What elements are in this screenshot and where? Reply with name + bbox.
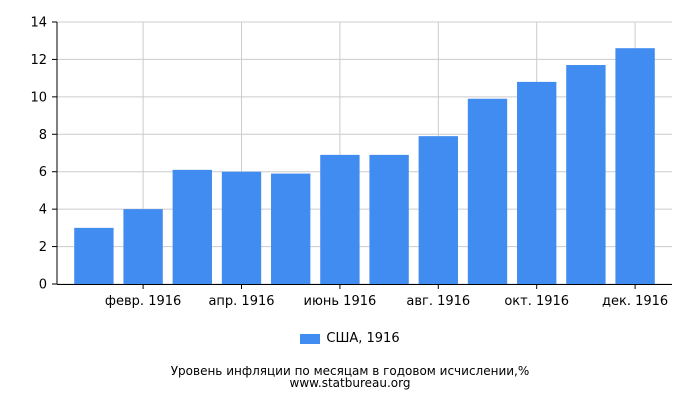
legend-swatch [300,333,321,344]
bar [221,171,262,284]
bar [418,136,458,284]
bar [517,81,557,284]
x-tick-label: авг. 1916 [406,294,470,309]
x-axis-ticks: февр. 1916 апр. 1916 июнь 1916 авг. 1916 окт… [105,284,668,309]
bar-series [74,48,655,285]
legend-label: США, 1916 [326,331,400,346]
bar [566,65,606,285]
y-tick-label: 2 [39,240,47,255]
bar [467,98,508,284]
y-tick-label: 12 [30,53,47,68]
bar [271,173,311,284]
y-tick-label: 10 [30,90,47,105]
legend: США, 1916 [0,331,700,346]
bar [369,154,409,284]
bar [123,209,163,284]
x-tick-label: апр. 1916 [208,294,274,309]
y-tick-label: 0 [39,278,47,293]
y-tick-label: 6 [39,165,47,180]
bar [320,154,360,284]
y-tick-label: 8 [39,128,47,143]
bar [615,48,655,285]
bar [172,169,212,284]
bar [74,227,114,284]
inflation-bar-chart: 0 2 4 6 8 10 12 14 февр. 1916 апр. 1916 июнь 1916… [30,16,672,309]
chart-title: Уровень инфляции по месяцам в годовом ис… [170,364,530,378]
axes [56,22,672,285]
x-tick-label: окт. 1916 [504,294,569,309]
y-tick-label: 14 [30,16,47,31]
x-tick-label: дек. 1916 [602,294,668,309]
x-tick-label: июнь 1916 [304,294,377,309]
source-url: www.statbureau.org [289,376,411,390]
x-tick-label: февр. 1916 [105,294,181,309]
y-axis-ticks: 0 2 4 6 8 10 12 14 [30,16,57,293]
y-tick-label: 4 [39,203,47,218]
